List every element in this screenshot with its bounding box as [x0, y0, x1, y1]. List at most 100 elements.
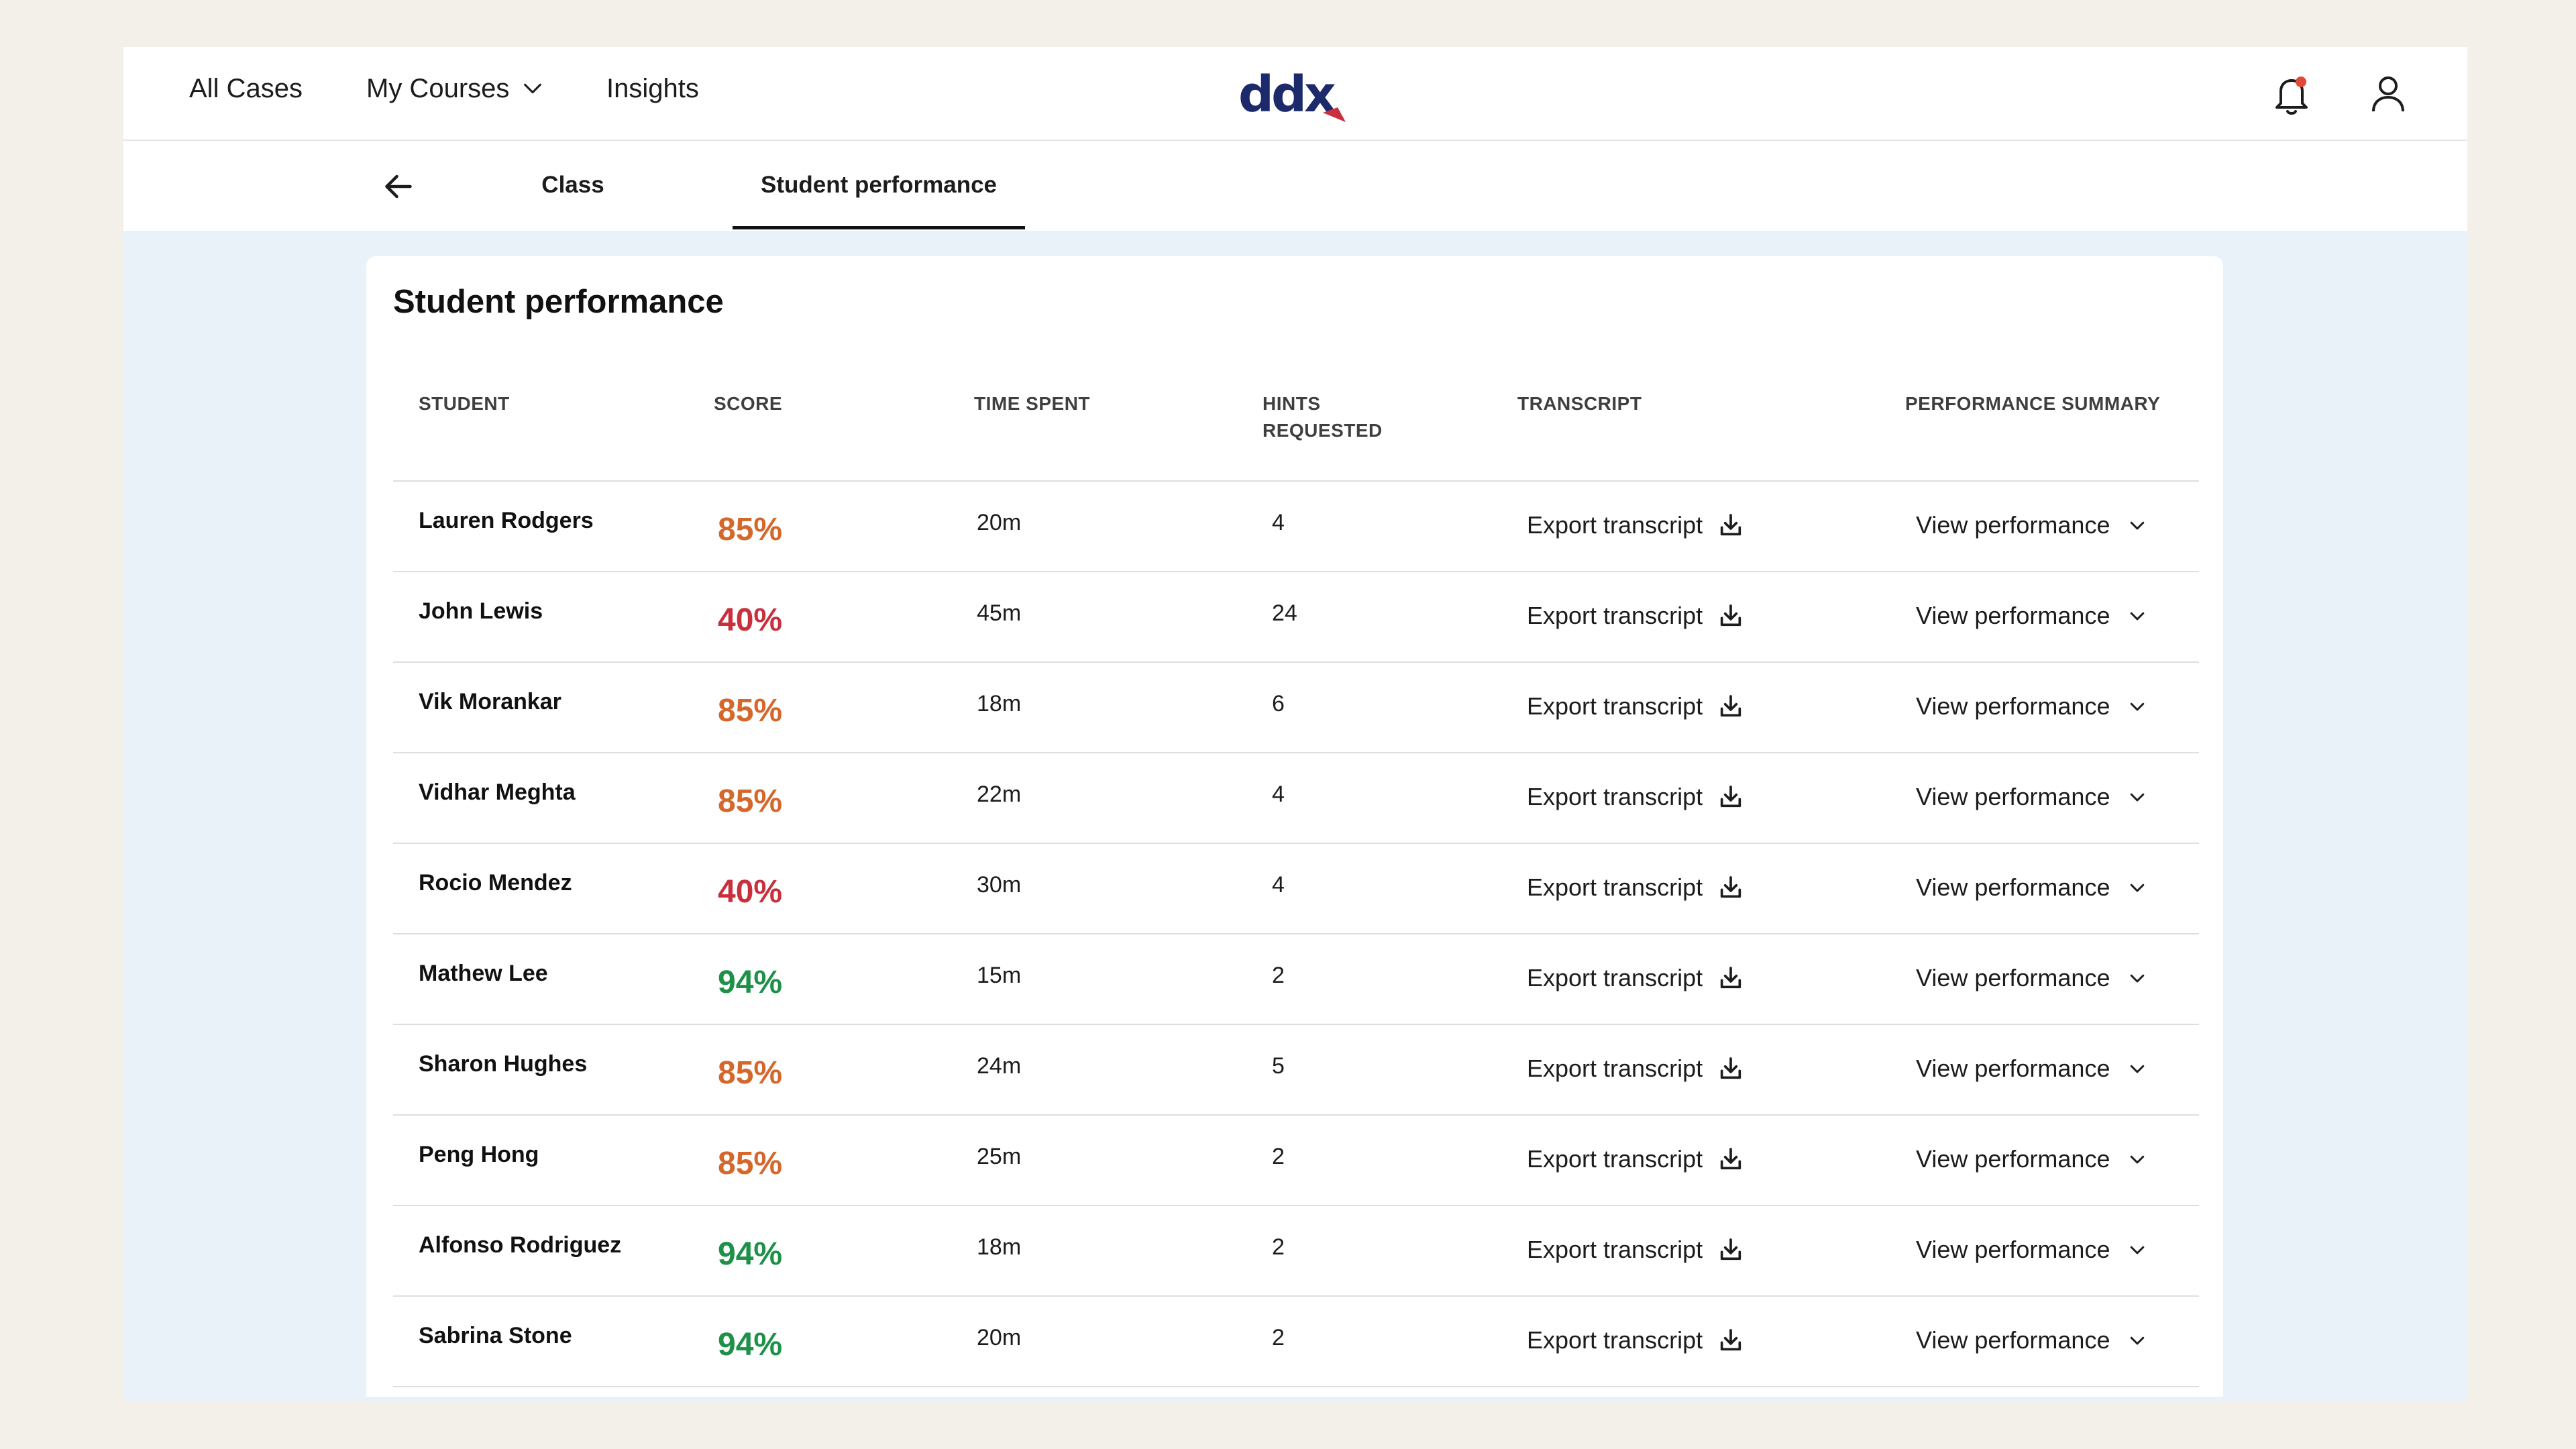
- view-performance-dropdown[interactable]: View performance: [1916, 1326, 2147, 1354]
- export-transcript-button[interactable]: Export transcript: [1527, 602, 1744, 630]
- score-value: 85%: [718, 784, 783, 819]
- table-row: Sharon Hughes 85% 24m 5 Export transcrip…: [393, 1025, 2199, 1116]
- export-transcript-label: Export transcript: [1527, 873, 1703, 901]
- view-performance-dropdown[interactable]: View performance: [1916, 964, 2147, 992]
- chevron-down-icon: [2131, 1246, 2145, 1254]
- export-transcript-button[interactable]: Export transcript: [1527, 1055, 1744, 1083]
- export-transcript-button[interactable]: Export transcript: [1527, 1236, 1744, 1264]
- hints-requested-value: 4: [1272, 782, 1285, 807]
- view-performance-label: View performance: [1916, 1326, 2110, 1354]
- view-performance-dropdown[interactable]: View performance: [1916, 873, 2147, 902]
- time-spent-value: 25m: [977, 1144, 1022, 1169]
- view-performance-dropdown[interactable]: View performance: [1916, 1236, 2147, 1264]
- view-performance-dropdown[interactable]: View performance: [1916, 1055, 2147, 1083]
- export-transcript-label: Export transcript: [1527, 1145, 1703, 1173]
- score-value: 40%: [718, 602, 783, 638]
- score-value: 94%: [718, 1327, 783, 1362]
- export-transcript-label: Export transcript: [1527, 511, 1703, 539]
- score-value: 40%: [718, 874, 783, 910]
- chevron-down-icon: [2131, 612, 2145, 621]
- view-performance-label: View performance: [1916, 692, 2110, 720]
- hints-requested-value: 2: [1272, 1234, 1285, 1260]
- hints-requested-value: 5: [1272, 1053, 1285, 1079]
- column-header-performance-summary: PERFORMANCE SUMMARY: [1905, 393, 2161, 414]
- column-header-hints-requested: HINTS REQUESTED: [1263, 393, 1383, 441]
- hints-requested-value: 4: [1272, 510, 1285, 535]
- back-arrow-icon[interactable]: [378, 166, 419, 207]
- view-performance-label: View performance: [1916, 783, 2110, 810]
- hints-requested-value: 2: [1272, 1325, 1285, 1350]
- download-icon: [1720, 967, 1741, 989]
- column-header-score: SCORE: [714, 393, 783, 414]
- export-transcript-button[interactable]: Export transcript: [1527, 873, 1744, 902]
- column-header-student: STUDENT: [419, 393, 510, 414]
- ddx-logo[interactable]: ddx: [1237, 66, 1358, 126]
- download-icon: [1720, 1329, 1741, 1351]
- download-icon: [1720, 604, 1741, 627]
- table-row: Vidhar Meghta 85% 22m 4 Export transcrip…: [393, 753, 2199, 844]
- nav-insights[interactable]: Insights: [606, 74, 699, 103]
- chevron-down-icon: [2131, 883, 2145, 892]
- tab-class-performance[interactable]: Class performance: [502, 172, 644, 286]
- bell-icon[interactable]: [2267, 70, 2316, 118]
- time-spent-value: 22m: [977, 782, 1022, 807]
- view-performance-dropdown[interactable]: View performance: [1916, 511, 2147, 539]
- export-transcript-button[interactable]: Export transcript: [1527, 783, 1744, 811]
- export-transcript-button[interactable]: Export transcript: [1527, 511, 1744, 539]
- logo-accent: [1323, 107, 1346, 122]
- view-performance-dropdown[interactable]: View performance: [1916, 692, 2147, 720]
- hints-requested-value: 2: [1272, 963, 1285, 988]
- score-value: 85%: [718, 1055, 783, 1091]
- view-performance-dropdown[interactable]: View performance: [1916, 602, 2147, 630]
- export-transcript-label: Export transcript: [1527, 692, 1703, 720]
- view-performance-label: View performance: [1916, 873, 2110, 901]
- chevron-down-icon: [2131, 521, 2145, 530]
- score-value: 85%: [718, 512, 783, 547]
- time-spent-value: 15m: [977, 963, 1022, 988]
- nav-all-cases[interactable]: All Cases: [189, 74, 303, 103]
- download-icon: [1720, 786, 1741, 808]
- nav-my-courses[interactable]: My Courses: [366, 68, 544, 109]
- score-value: 85%: [718, 693, 783, 729]
- top-navigation: All Cases My Courses Insights ddx: [123, 47, 2467, 141]
- table-row: Rocio Mendez 40% 30m 4 Export transcript…: [393, 844, 2199, 934]
- export-transcript-button[interactable]: Export transcript: [1527, 964, 1744, 992]
- hints-requested-value: 2: [1272, 1144, 1285, 1169]
- student-name: Rocio Mendez: [419, 870, 572, 896]
- table-row: Peng Hong 85% 25m 2 Export transcript Vi…: [393, 1116, 2199, 1206]
- view-performance-dropdown[interactable]: View performance: [1916, 783, 2147, 811]
- download-icon: [1720, 1148, 1741, 1170]
- student-name: Vidhar Meghta: [419, 780, 576, 805]
- tab-student-performance[interactable]: Student performance: [733, 141, 1025, 229]
- score-value: 94%: [718, 1236, 783, 1272]
- time-spent-value: 45m: [977, 600, 1022, 626]
- time-spent-value: 24m: [977, 1053, 1022, 1079]
- time-spent-value: 18m: [977, 1234, 1022, 1260]
- nav-my-courses-label: My Courses: [366, 74, 510, 103]
- chevron-down-icon: [2131, 1065, 2145, 1073]
- card-title: Student performance: [393, 284, 724, 320]
- user-icon[interactable]: [2364, 70, 2412, 118]
- table-row: Alfonso Rodriguez 94% 18m 2 Export trans…: [393, 1206, 2199, 1297]
- view-performance-label: View performance: [1916, 964, 2110, 991]
- export-transcript-label: Export transcript: [1527, 602, 1703, 629]
- export-transcript-label: Export transcript: [1527, 1055, 1703, 1082]
- chevron-down-icon: [2131, 1155, 2145, 1164]
- score-value: 94%: [718, 965, 783, 1000]
- export-transcript-button[interactable]: Export transcript: [1527, 1145, 1744, 1173]
- notification-dot: [2296, 76, 2306, 87]
- hints-requested-value: 4: [1272, 872, 1285, 898]
- time-spent-value: 30m: [977, 872, 1022, 898]
- chevron-down-icon: [524, 83, 542, 94]
- student-performance-card: Student performance STUDENT SCORE TIME S…: [366, 256, 2223, 1397]
- student-name: John Lewis: [419, 598, 543, 624]
- export-transcript-button[interactable]: Export transcript: [1527, 1326, 1744, 1354]
- view-performance-dropdown[interactable]: View performance: [1916, 1145, 2147, 1173]
- table-row: Lauren Rodgers 85% 20m 4 Export transcri…: [393, 482, 2199, 572]
- export-transcript-button[interactable]: Export transcript: [1527, 692, 1744, 720]
- view-performance-label: View performance: [1916, 1145, 2110, 1173]
- app-window: All Cases My Courses Insights ddx Class …: [123, 47, 2467, 1402]
- table-header: STUDENT SCORE TIME SPENT HINTS REQUESTED…: [393, 390, 2199, 482]
- download-icon: [1720, 876, 1741, 898]
- export-transcript-label: Export transcript: [1527, 1326, 1703, 1354]
